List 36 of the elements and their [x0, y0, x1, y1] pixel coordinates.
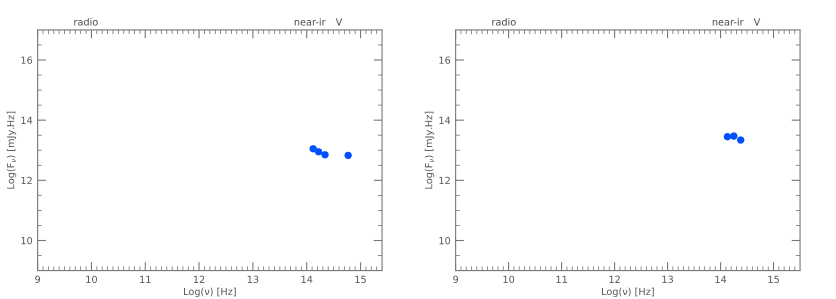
y-tick-label: 10: [21, 236, 32, 244]
text: V: [336, 18, 342, 26]
x-tick-label: 12: [609, 276, 620, 283]
point: [309, 145, 317, 152]
y-tick-label: 12: [21, 176, 32, 184]
text: near-ir: [712, 18, 744, 26]
y-tick-label: 12: [439, 176, 450, 184]
text: V: [754, 18, 760, 26]
y-axis-title: Log(F$_{ν}$) [mJy.Hz]: [6, 112, 16, 189]
y-tick-label: 10: [439, 236, 450, 244]
y-axis-title: Log(F$_{ν}$) [mJy.Hz]: [424, 112, 434, 189]
point: [321, 151, 329, 158]
x-tick-label: 9: [453, 276, 458, 283]
x-tick-label: 10: [86, 276, 97, 283]
x-axis-title: Log(ν) [Hz]: [602, 288, 654, 298]
y-tick-label: 14: [439, 116, 450, 124]
x-tick-label: 11: [140, 276, 151, 283]
x-tick-label: 15: [355, 276, 366, 283]
x-tick-label: 13: [662, 276, 673, 283]
x-axis-title: Log(ν) [Hz]: [184, 288, 236, 298]
y-tick-label: 16: [21, 56, 32, 64]
y-tick-label: 14: [21, 116, 32, 124]
x-tick-label: 9: [35, 276, 40, 283]
x-tick-label: 12: [194, 276, 204, 283]
x-tick-label: 11: [556, 276, 567, 283]
x-tick-label: 14: [715, 276, 726, 283]
x-tick-label: 14: [302, 276, 312, 283]
point: [344, 152, 352, 160]
text: radio: [492, 18, 516, 26]
x-tick-label: 10: [503, 276, 514, 283]
text: near-ir: [294, 18, 326, 26]
text: radio: [74, 18, 98, 26]
point: [314, 148, 322, 156]
x-tick-label: 13: [248, 276, 258, 283]
y-tick-label: 16: [439, 56, 450, 64]
x-tick-label: 15: [768, 276, 779, 283]
